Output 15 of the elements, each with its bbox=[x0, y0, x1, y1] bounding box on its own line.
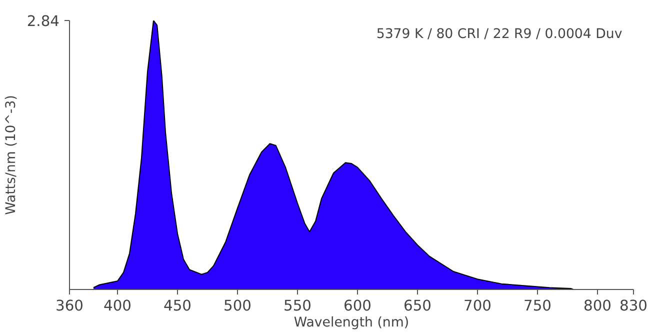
x-tick-label: 450 bbox=[164, 298, 192, 314]
x-tick-label: 500 bbox=[224, 298, 252, 314]
y-tick-label: 2.84 bbox=[26, 13, 60, 30]
x-tick-label: 550 bbox=[284, 298, 312, 314]
x-tick-label: 700 bbox=[464, 298, 492, 314]
x-tick-label: 600 bbox=[344, 298, 372, 314]
y-axis-title: Watts/nm (10^-3) bbox=[4, 95, 19, 215]
x-tick-label: 400 bbox=[104, 298, 132, 314]
x-tick-label: 830 bbox=[620, 298, 648, 314]
x-axis-title: Wavelength (nm) bbox=[294, 316, 410, 330]
x-tick-label: 800 bbox=[584, 298, 612, 314]
x-tick-label: 650 bbox=[404, 298, 432, 314]
annotation: 5379 K / 80 CRI / 22 R9 / 0.0004 Duv bbox=[376, 27, 622, 42]
x-tick-label: 750 bbox=[524, 298, 552, 314]
x-tick-label: 360 bbox=[56, 298, 84, 314]
